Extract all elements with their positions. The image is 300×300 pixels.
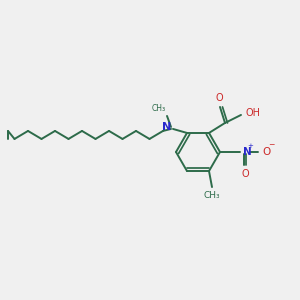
Text: −: − <box>268 140 274 149</box>
Text: O: O <box>215 93 223 103</box>
Text: CH₃: CH₃ <box>152 104 166 113</box>
Text: +: + <box>248 143 254 149</box>
Text: O: O <box>262 147 270 157</box>
Text: OH: OH <box>246 108 261 118</box>
Text: CH₃: CH₃ <box>204 191 220 200</box>
Text: N: N <box>162 122 171 132</box>
Text: O: O <box>241 169 249 179</box>
Text: N: N <box>243 147 252 157</box>
